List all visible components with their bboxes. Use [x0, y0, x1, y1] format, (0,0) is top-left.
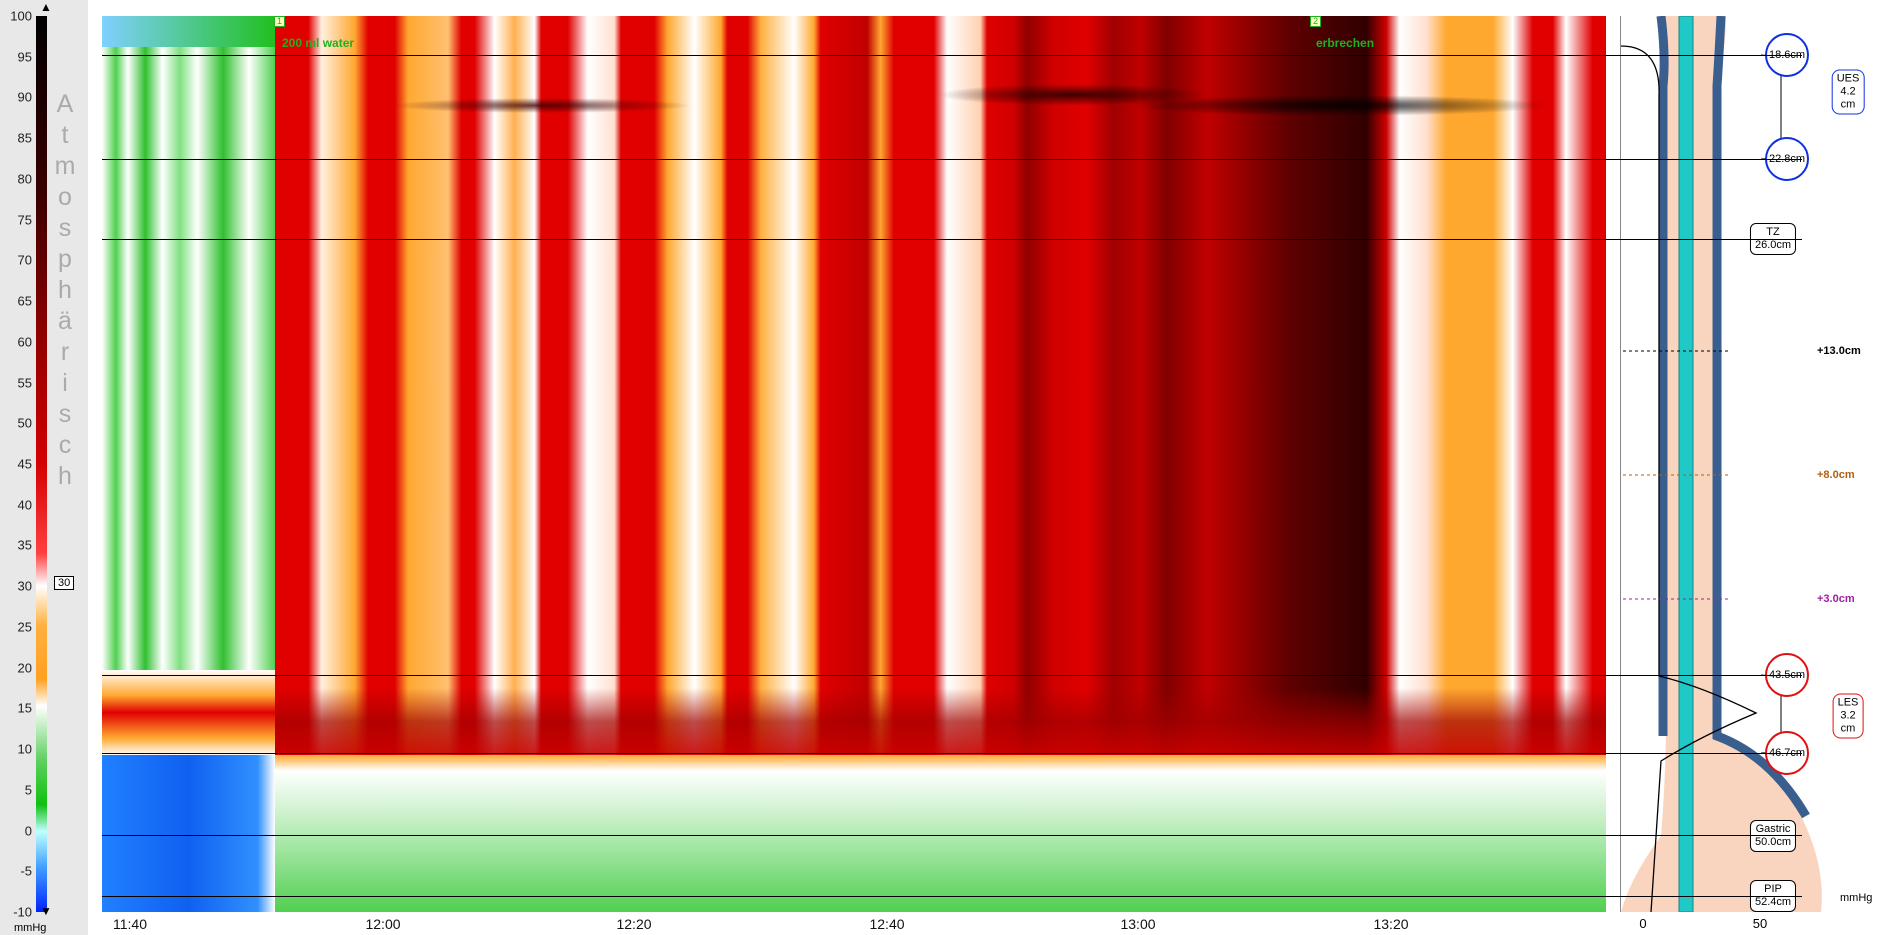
scale-tick-label: 60: [0, 334, 32, 349]
pressure-topography: [102, 16, 1606, 912]
landmark-line: [102, 159, 1802, 160]
profile-panel: [1620, 16, 1877, 912]
scale-tick-label: 55: [0, 375, 32, 390]
profile-tick: 0: [1639, 916, 1646, 931]
scale-tick-label: 25: [0, 619, 32, 634]
scroll-down[interactable]: ▼: [40, 904, 52, 918]
time-tick-label: 12:40: [869, 916, 904, 932]
scale-tick-label: 65: [0, 294, 32, 309]
scale-tick-label: 50: [0, 416, 32, 431]
scale-tick-label: 45: [0, 457, 32, 472]
scale-tick-label: 15: [0, 701, 32, 716]
time-tick-label: 13:00: [1120, 916, 1155, 932]
scale-tick-label: 95: [0, 49, 32, 64]
scale-tick-label: 40: [0, 497, 32, 512]
label: UES: [1837, 73, 1860, 85]
label: 3.2 cm: [1840, 710, 1855, 735]
scale-unit: mmHg: [14, 922, 46, 934]
label: Gastric: [1756, 823, 1791, 835]
profile-unit: mmHg: [1840, 892, 1872, 904]
label: 26.0cm: [1755, 239, 1791, 251]
scale-tick-label: 0: [0, 823, 32, 838]
event-marker[interactable]: 2: [1310, 16, 1321, 27]
sensor-label: +3.0cm: [1817, 593, 1855, 605]
catheter: [1679, 16, 1693, 912]
sensor-label: +8.0cm: [1817, 469, 1855, 481]
scale-tick-label: 10: [0, 742, 32, 757]
manometry-screen: ▲ ▼ mmHg Atmosphärisch 30 1 200 ml water…: [0, 0, 1877, 935]
wall: [1661, 16, 1664, 736]
mode-label: Atmosphärisch: [50, 90, 79, 493]
label: PIP: [1764, 883, 1782, 895]
time-tick-label: 12:20: [616, 916, 651, 932]
event-marker[interactable]: 1: [274, 16, 285, 27]
scale-tick-label: 30: [0, 579, 32, 594]
time-tick-label: 11:40: [113, 916, 147, 932]
scroll-up[interactable]: ▲: [40, 0, 52, 14]
event-label: 200 ml water: [282, 36, 354, 50]
event-label: erbrechen: [1316, 36, 1374, 50]
scale-tick-label: 85: [0, 131, 32, 146]
label: 52.4cm: [1755, 896, 1791, 908]
color-scale: [36, 16, 47, 912]
heat-region: [275, 755, 1606, 912]
label: TZ: [1766, 226, 1779, 238]
label: 50.0cm: [1755, 836, 1791, 848]
landmark-line: [102, 55, 1802, 56]
scale-tick-label: -10: [0, 905, 32, 920]
label: LES: [1838, 697, 1859, 709]
heat-region: [102, 16, 275, 47]
threshold-marker[interactable]: 30: [54, 576, 74, 590]
landmark-line: [102, 753, 1802, 754]
scale-tick-label: 80: [0, 171, 32, 186]
heat-region: [275, 688, 1606, 755]
scale-tick-label: 70: [0, 253, 32, 268]
scale-tick-label: 35: [0, 538, 32, 553]
heat-region: [275, 52, 1606, 160]
scale-tick-label: 100: [0, 9, 32, 24]
heat-region: [102, 670, 275, 755]
label: 4.2 cm: [1840, 86, 1855, 111]
landmark-line: [102, 835, 1802, 836]
scale-tick-label: 90: [0, 90, 32, 105]
time-tick-label: 13:20: [1373, 916, 1408, 932]
scale-tick-label: -5: [0, 864, 32, 879]
landmark-line: [102, 675, 1802, 676]
scale-tick-label: 75: [0, 212, 32, 227]
scale-tick-label: 20: [0, 660, 32, 675]
esophagus-diagram: [1621, 16, 1877, 912]
profile-tick: 50: [1753, 916, 1767, 931]
landmark-line: [102, 239, 1802, 240]
landmark-line: [102, 896, 1802, 897]
heat-region: [102, 755, 275, 912]
sensor-label: +13.0cm: [1817, 345, 1861, 357]
heat-region: [102, 16, 275, 755]
scale-tick-label: 5: [0, 782, 32, 797]
time-tick-label: 12:00: [365, 916, 400, 932]
